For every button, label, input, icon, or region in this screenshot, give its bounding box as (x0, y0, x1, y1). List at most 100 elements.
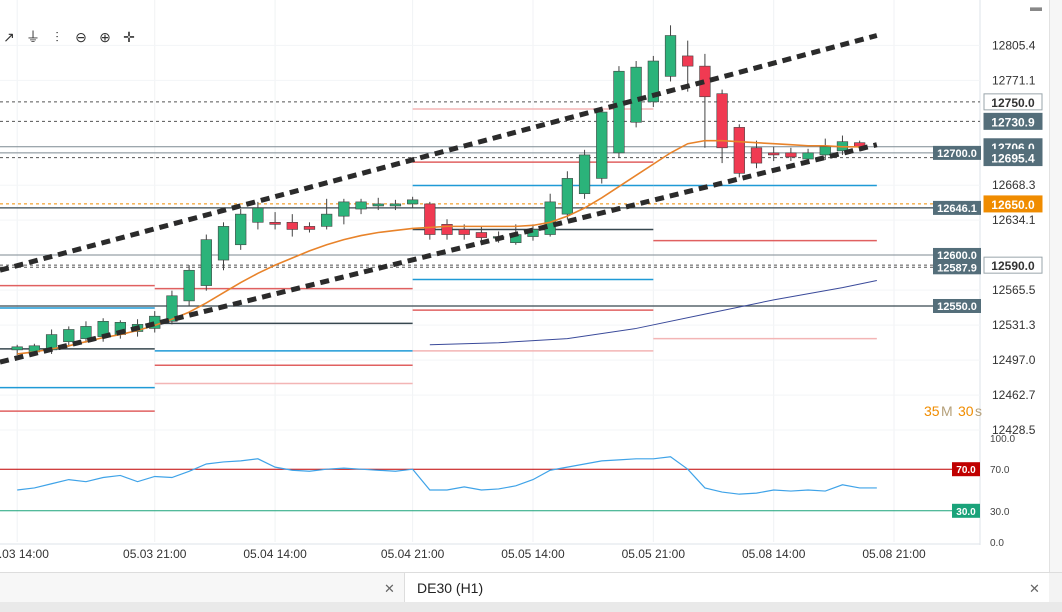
price-badge (983, 256, 1043, 274)
rsi-30-badge-label: 30.0 (956, 507, 976, 518)
tab-de30-h1[interactable]: DE30 (H1) ✕ (405, 573, 1049, 603)
candle-body (630, 66, 642, 123)
price-badge (983, 112, 1043, 130)
y-tick-label: 12771.1 (992, 73, 1036, 87)
rsi-y-tick-label: 0.0 (990, 538, 1004, 549)
candle-body (166, 295, 178, 322)
x-tick-label: 05.03 14:00 (0, 547, 49, 561)
candle-body (407, 199, 419, 205)
price-badge-label: 12650.0 (991, 198, 1035, 212)
candle-body (733, 127, 745, 174)
draw-line-icon[interactable]: ↗ (3, 28, 15, 45)
close-icon[interactable]: ✕ (384, 581, 395, 596)
rsi-30-badge (952, 503, 980, 518)
y-tick-label: 12497.0 (992, 353, 1036, 367)
candle-body (578, 154, 591, 195)
candle-body (338, 201, 350, 217)
candle-body (235, 213, 247, 246)
candle-body (355, 201, 367, 210)
crosshair-icon[interactable]: ✛ (123, 28, 135, 45)
chart-toolbar: ↗ ⏚ ⫶ ⊖ ⊕ ✛ (0, 26, 138, 48)
candlestick-icon[interactable]: ⏚ (26, 29, 40, 45)
price-badge (983, 195, 1043, 213)
price-badge-left (933, 200, 981, 215)
candle-body (11, 346, 23, 351)
x-tick-label: 05.08 21:00 (862, 547, 926, 561)
y-tick-label: 12462.7 (992, 388, 1036, 402)
y-tick-label: 12531.3 (992, 318, 1036, 332)
candle-body (149, 315, 161, 329)
x-tick-label: 05.05 14:00 (501, 547, 565, 561)
price-badge-label: 12730.9 (991, 115, 1035, 129)
close-icon[interactable]: ✕ (1029, 581, 1040, 596)
candle-body (802, 152, 814, 160)
rsi-y-tick-label: 70.0 (990, 465, 1010, 476)
indicators-icon[interactable]: ⫶ (55, 28, 59, 45)
candle-body (183, 269, 195, 302)
candle-body (424, 203, 436, 235)
candle-body (613, 70, 625, 154)
trendline (0, 142, 878, 365)
candle-body (750, 147, 763, 164)
y-tick-label: 12428.5 (992, 423, 1036, 437)
candle-body (596, 111, 608, 179)
y-tick-label: 12668.3 (992, 178, 1036, 192)
rsi-y-tick-label: 100.0 (990, 434, 1015, 445)
y-tick-label: 12565.5 (992, 283, 1036, 297)
price-badge-left (933, 145, 981, 160)
price-badge-left-label: 12550.0 (937, 301, 977, 313)
candle-body (716, 93, 728, 149)
price-badge-left-label: 12600.0 (937, 250, 977, 262)
y-tick-label: 12805.4 (992, 38, 1036, 52)
candle-body (768, 152, 780, 156)
price-badge-left (933, 260, 981, 275)
y-tick-label: 12634.1 (992, 213, 1036, 227)
candle-body (647, 60, 659, 103)
tab-de30-label: DE30 (H1) (417, 580, 484, 596)
candle-body (544, 201, 556, 235)
candle-body (785, 152, 797, 158)
x-tick-label: 05.03 21:00 (123, 547, 187, 561)
candle-body (217, 226, 230, 261)
candle-body (286, 221, 298, 230)
chart-tab-bar: ✕ DE30 (H1) ✕ (0, 572, 1062, 603)
candle-body (80, 326, 92, 339)
moving-average-long (429, 279, 877, 346)
moving-average-short (17, 139, 860, 355)
price-badge-left-label: 12646.1 (937, 203, 977, 215)
candle-body (441, 224, 453, 235)
candle-body (321, 213, 333, 227)
bottom-scroll-strip[interactable] (0, 602, 1062, 612)
candle-body (475, 232, 488, 238)
candle-body (269, 221, 281, 225)
candle-body (819, 146, 831, 156)
price-badge-label: 12750.0 (991, 96, 1035, 110)
zoom-out-icon[interactable]: ⊖ (75, 28, 87, 45)
candle-body (561, 178, 573, 215)
rsi-70-badge-label: 70.0 (956, 465, 976, 476)
candle-body (200, 239, 212, 286)
candle-body (252, 207, 264, 223)
candle-body (664, 35, 677, 77)
x-tick-label: 05.05 21:00 (622, 547, 686, 561)
rsi-line (17, 456, 877, 495)
price-badge-left (933, 247, 981, 262)
candle-body (372, 203, 384, 207)
candle-body (63, 329, 75, 343)
zoom-in-icon[interactable]: ⊕ (99, 28, 111, 45)
price-badge-left-label: 12700.0 (937, 148, 977, 160)
candle-countdown-m-unit: M (941, 403, 953, 419)
candle-body (458, 229, 470, 235)
minimize-icon[interactable]: ▬ (1029, 0, 1042, 14)
price-badge-left-label: 12587.9 (937, 262, 977, 274)
candle-countdown-minutes: 35 (924, 403, 940, 419)
trendline (0, 33, 878, 273)
tab-previous-chart[interactable]: ✕ (0, 573, 405, 603)
vertical-scrollbar[interactable] (1049, 0, 1062, 612)
candle-body (389, 203, 402, 207)
price-badge-label: 12590.0 (991, 259, 1035, 273)
rsi-y-tick-label: 30.0 (990, 507, 1010, 518)
price-badge-label: 12695.4 (991, 152, 1035, 166)
